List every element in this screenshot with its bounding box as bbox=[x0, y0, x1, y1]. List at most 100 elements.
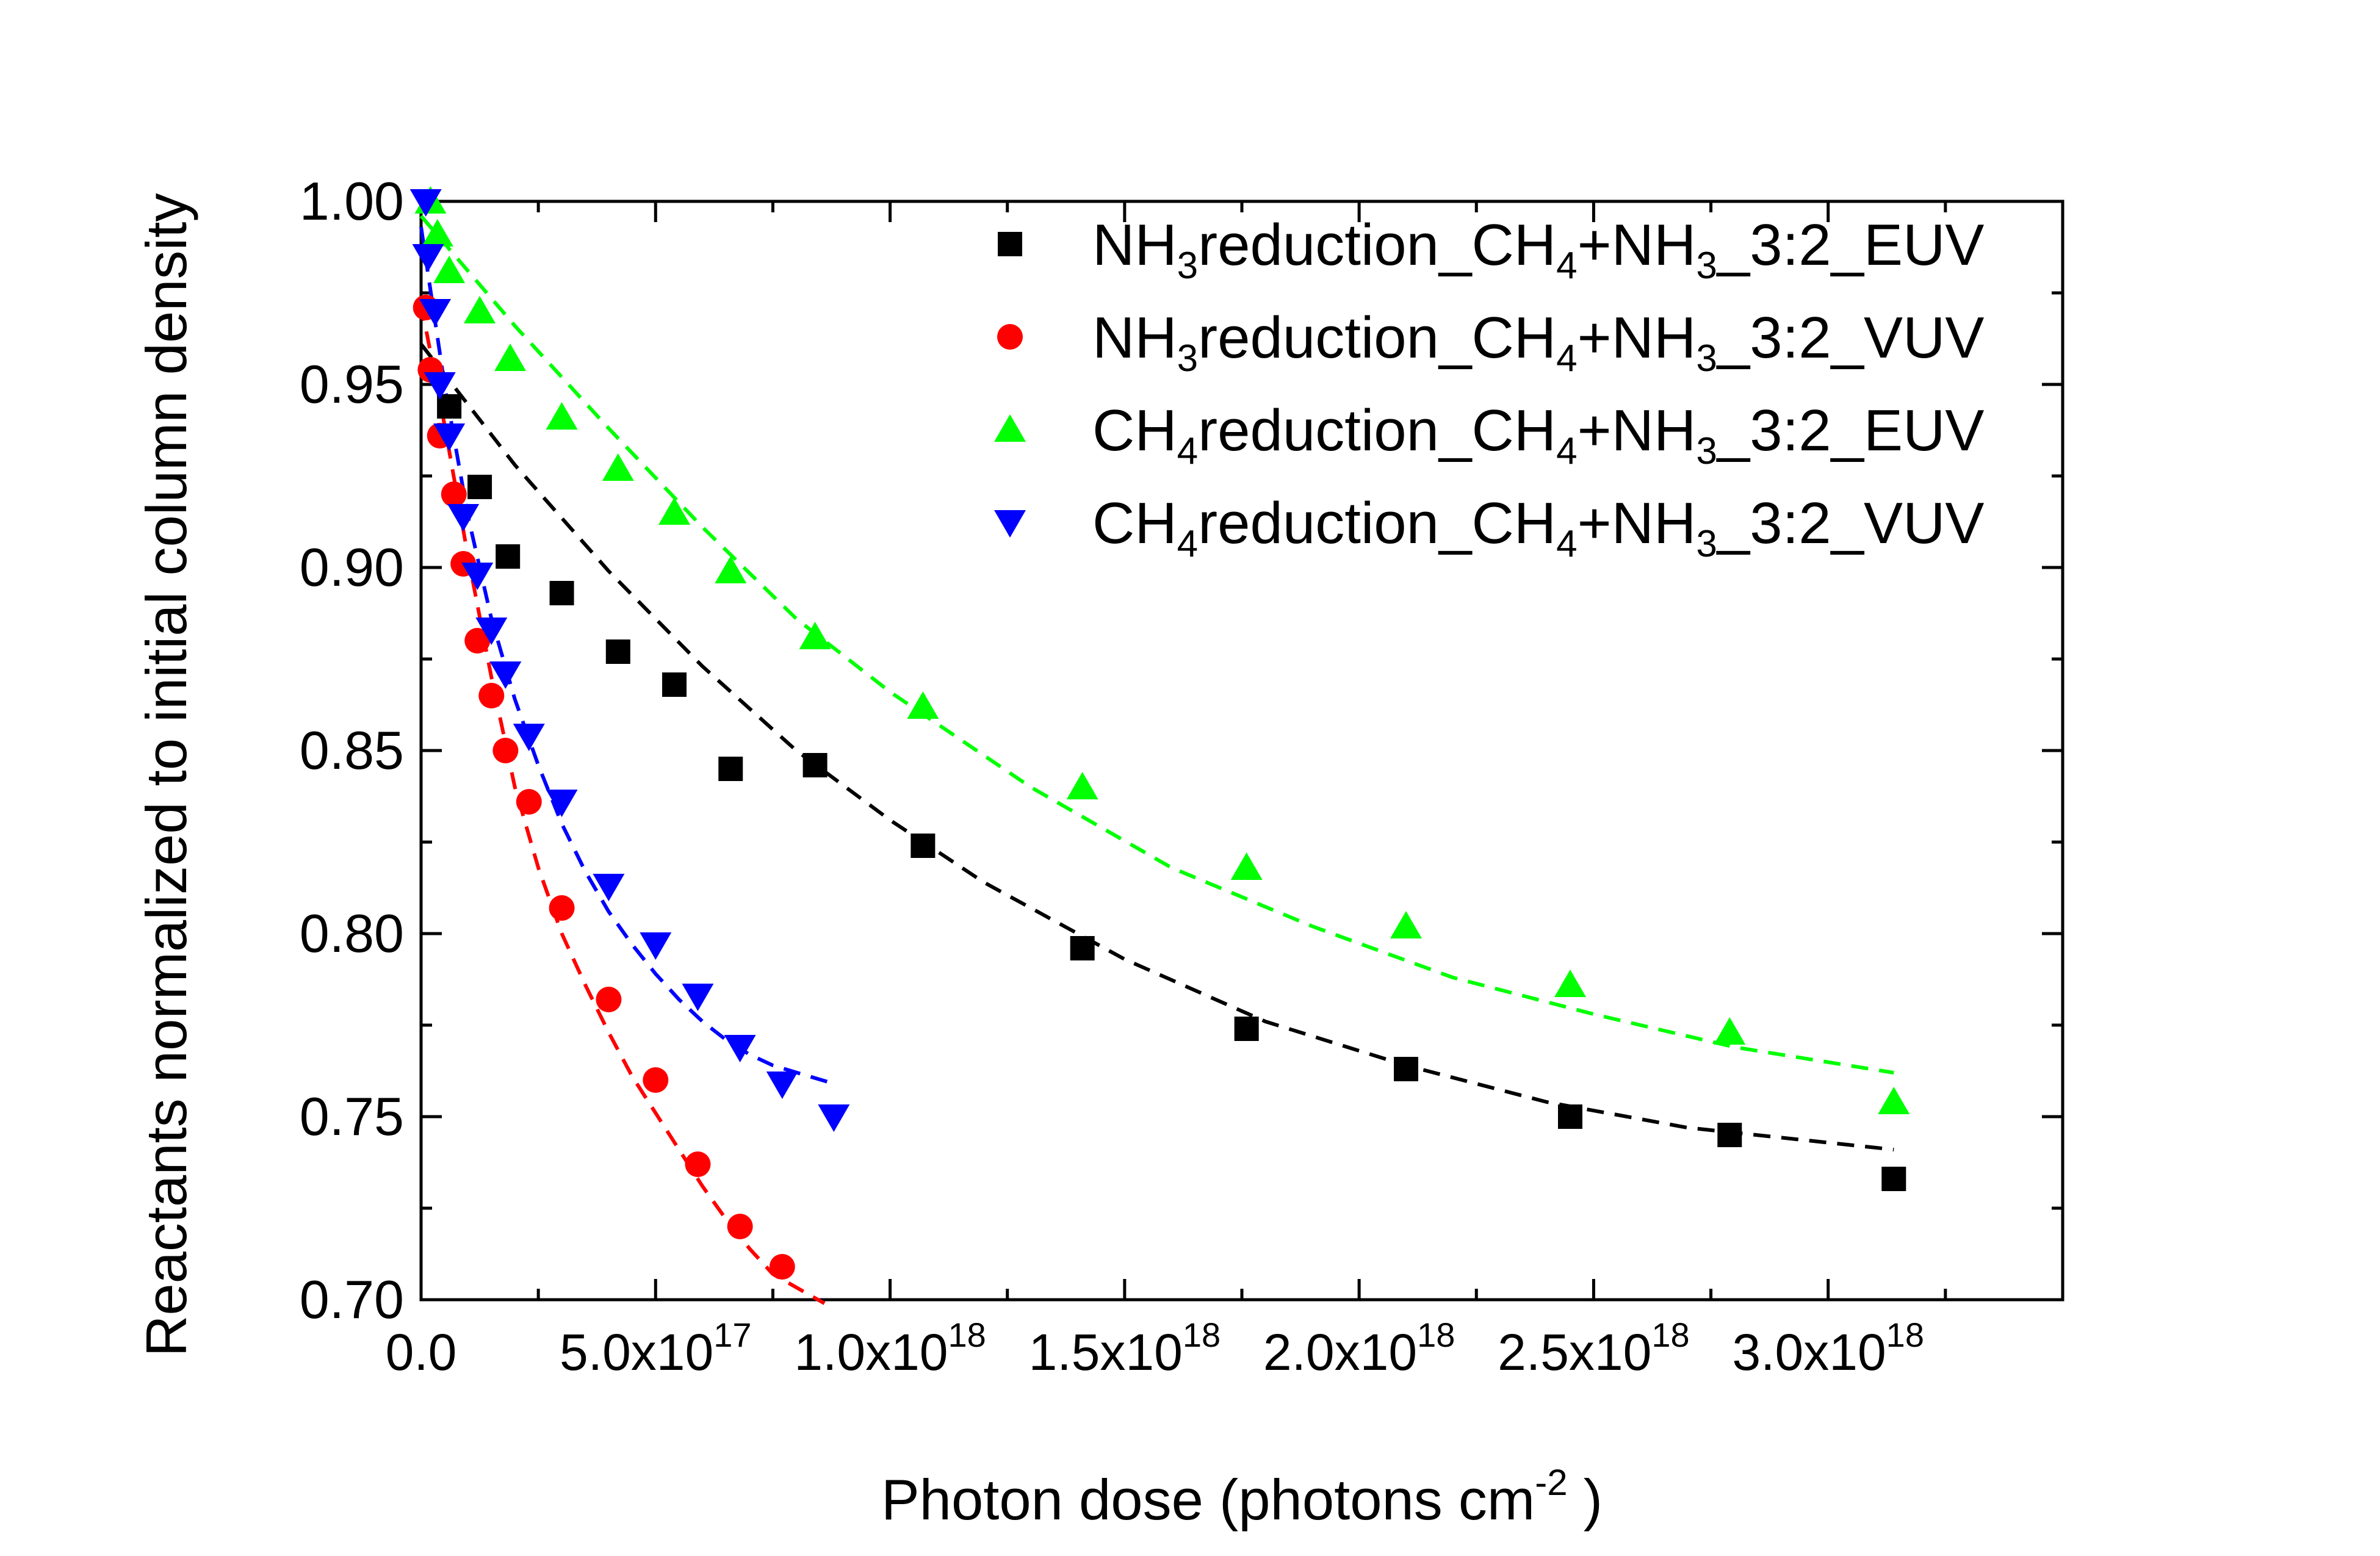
data-point-triangle-down bbox=[724, 1035, 756, 1062]
y-tick-label: 0.75 bbox=[300, 1086, 404, 1147]
data-point-square bbox=[998, 232, 1022, 256]
data-point-circle bbox=[727, 1214, 753, 1239]
data-point-circle bbox=[769, 1254, 795, 1280]
x-tick-exponent: 18 bbox=[1651, 1316, 1689, 1354]
data-point-triangle-down bbox=[994, 510, 1026, 538]
data-point-triangle-down bbox=[640, 932, 672, 960]
legend-label: CH4reduction_CH4+NH3_3:2_EUV bbox=[1092, 398, 1984, 472]
legend-subscript: 4 bbox=[1556, 430, 1577, 472]
data-point-triangle-up bbox=[1878, 1087, 1910, 1114]
y-tick-label: 0.80 bbox=[300, 903, 404, 963]
x-tick-label: 2.0x1018 bbox=[1263, 1316, 1455, 1381]
data-point-square bbox=[1558, 1104, 1582, 1129]
data-point-circle bbox=[997, 324, 1023, 350]
y-tick-label: 1.00 bbox=[300, 171, 404, 231]
legend-text: CH bbox=[1092, 398, 1177, 463]
data-point-triangle-down bbox=[818, 1104, 850, 1132]
y-axis-label: Reactants normalized to initial column d… bbox=[134, 193, 198, 1356]
data-point-triangle-down bbox=[682, 984, 714, 1011]
data-point-circle bbox=[516, 789, 542, 815]
y-tick-label: 0.70 bbox=[300, 1269, 404, 1330]
legend-text: _3:2_EUV bbox=[1716, 398, 1985, 463]
x-tick-label: 5.0x1017 bbox=[560, 1316, 752, 1381]
x-tick-label: 1.0x1018 bbox=[794, 1316, 986, 1381]
data-points bbox=[409, 186, 1910, 1280]
fit-line bbox=[419, 303, 826, 1305]
legend-text: CH bbox=[1092, 491, 1177, 556]
legend-text: _3:2_EUV bbox=[1716, 212, 1985, 278]
data-point-triangle-down bbox=[461, 563, 494, 590]
data-point-triangle-down bbox=[513, 724, 545, 751]
data-point-triangle-down bbox=[424, 372, 456, 400]
data-point-triangle-up bbox=[1230, 852, 1263, 880]
data-point-triangle-down bbox=[412, 244, 444, 272]
data-point-triangle-up bbox=[1554, 970, 1586, 997]
data-point-triangle-down bbox=[546, 790, 578, 817]
legend-label: CH4reduction_CH4+NH3_3:2_VUV bbox=[1092, 491, 1984, 565]
x-tick-exponent: 18 bbox=[948, 1316, 986, 1354]
data-point-triangle-up bbox=[799, 622, 831, 649]
legend-text: reduction_CH bbox=[1198, 491, 1556, 556]
data-point-triangle-down bbox=[409, 189, 442, 217]
data-point-square bbox=[662, 672, 687, 697]
data-point-square bbox=[605, 639, 630, 664]
legend-text: NH bbox=[1092, 212, 1177, 278]
data-point-square bbox=[549, 581, 574, 605]
legend-text: _3:2_VUV bbox=[1716, 491, 1985, 556]
data-point-circle bbox=[478, 683, 505, 708]
x-tick-label: 0.0 bbox=[386, 1324, 457, 1381]
fit-lines bbox=[419, 215, 1894, 1305]
data-point-triangle-up bbox=[494, 344, 527, 371]
data-point-square bbox=[1070, 936, 1095, 960]
legend-text: reduction_CH bbox=[1198, 212, 1556, 278]
legend-text: reduction_CH bbox=[1198, 305, 1556, 370]
data-point-triangle-up bbox=[1066, 772, 1098, 799]
data-point-circle bbox=[685, 1151, 711, 1177]
data-point-square bbox=[437, 394, 462, 419]
data-point-square bbox=[496, 544, 521, 569]
legend-subscript: 3 bbox=[1696, 430, 1717, 472]
x-axis-label-superscript: -2 bbox=[1535, 1462, 1567, 1503]
data-point-triangle-down bbox=[766, 1072, 798, 1099]
data-point-triangle-up bbox=[907, 691, 939, 719]
legend-subscript: 3 bbox=[1177, 337, 1198, 380]
data-point-triangle-down bbox=[433, 423, 466, 451]
legend-label: NH3reduction_CH4+NH3_3:2_EUV bbox=[1092, 212, 1984, 287]
legend-subscript: 3 bbox=[1177, 245, 1198, 287]
data-point-circle bbox=[549, 895, 575, 921]
data-point-square bbox=[467, 475, 492, 499]
data-point-square bbox=[1881, 1167, 1906, 1191]
data-point-square bbox=[802, 753, 828, 777]
data-point-circle bbox=[596, 987, 622, 1012]
legend: NH3reduction_CH4+NH3_3:2_EUVNH3reduction… bbox=[994, 212, 1984, 565]
legend-subscript: 4 bbox=[1556, 523, 1577, 565]
x-tick-exponent: 18 bbox=[1886, 1316, 1924, 1354]
legend-text: +NH bbox=[1578, 398, 1697, 463]
data-point-circle bbox=[643, 1067, 669, 1093]
fit-line bbox=[419, 215, 1894, 1075]
data-point-square bbox=[1234, 1017, 1259, 1041]
data-point-triangle-down bbox=[475, 618, 508, 645]
data-point-square bbox=[911, 834, 936, 858]
legend-label: NH3reduction_CH4+NH3_3:2_VUV bbox=[1092, 305, 1984, 380]
data-point-square bbox=[718, 757, 743, 781]
legend-subscript: 4 bbox=[1177, 430, 1198, 472]
x-axis-label: Photon dose (photons cm-2 ) bbox=[881, 1462, 1603, 1532]
data-point-triangle-down bbox=[447, 504, 480, 531]
legend-text: +NH bbox=[1578, 305, 1697, 370]
x-tick-exponent: 18 bbox=[1183, 1316, 1221, 1354]
axis-ticks: 0.700.750.800.850.900.951.000.0 5.0x1017 1… bbox=[300, 171, 2063, 1381]
y-tick-label: 0.95 bbox=[300, 354, 404, 414]
x-tick-exponent: 18 bbox=[1417, 1316, 1455, 1354]
data-point-triangle-up bbox=[433, 256, 466, 283]
y-tick-label: 0.85 bbox=[300, 720, 404, 780]
x-tick-label: 1.5x1018 bbox=[1029, 1316, 1221, 1381]
data-point-triangle-up bbox=[421, 219, 453, 247]
data-point-triangle-up bbox=[1714, 1017, 1746, 1045]
legend-text: +NH bbox=[1578, 212, 1697, 278]
x-axis-label-text: Photon dose (photons cm bbox=[881, 1468, 1535, 1532]
x-tick-exponent: 17 bbox=[713, 1316, 751, 1354]
x-axis-label-end: ) bbox=[1568, 1468, 1603, 1532]
legend-subscript: 4 bbox=[1556, 337, 1577, 380]
legend-subscript: 4 bbox=[1556, 245, 1577, 287]
